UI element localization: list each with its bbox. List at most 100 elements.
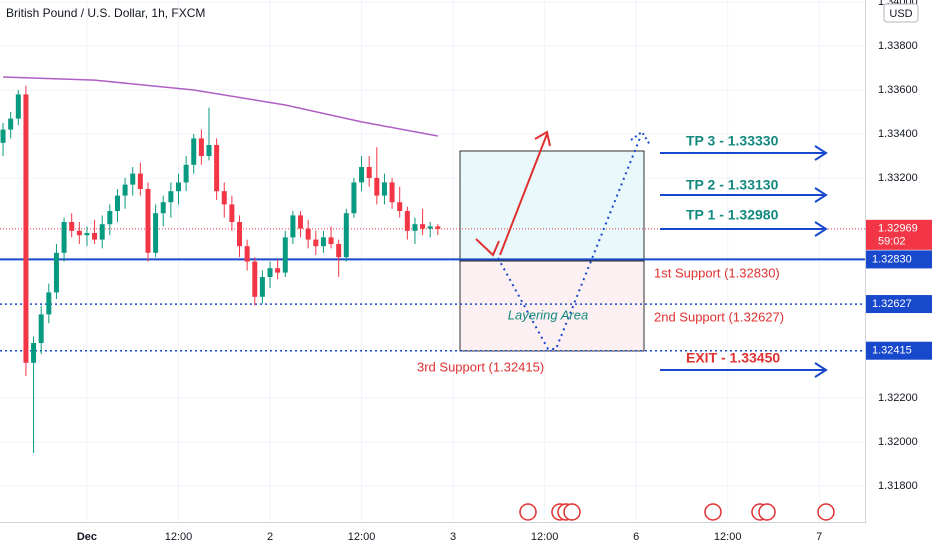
candle-body — [206, 145, 212, 157]
candle-body — [84, 233, 90, 236]
candle-body — [191, 138, 197, 165]
candle-body — [298, 215, 304, 229]
y-tick-label: 1.33800 — [878, 40, 918, 52]
candle-body — [313, 239, 319, 247]
candle-body — [412, 224, 418, 231]
y-tick-label: 1.33200 — [878, 172, 918, 184]
y-tick-label: 1.31800 — [878, 480, 918, 492]
candle-body — [145, 189, 151, 253]
layering-label: Layering Area — [508, 307, 588, 322]
layering-zone — [459, 260, 645, 352]
tp3-label: TP 3 - 1.33330 — [686, 133, 779, 149]
tp1-label: TP 1 - 1.32980 — [686, 207, 779, 223]
x-tick-label: 12:00 — [531, 531, 559, 543]
candle-body — [122, 184, 128, 196]
candle-body — [351, 182, 357, 214]
red-arrow-up — [499, 133, 548, 256]
currency-badge[interactable] — [883, 3, 919, 23]
candle-body — [420, 224, 426, 229]
candle-body — [290, 215, 296, 238]
arrowhead — [814, 145, 828, 161]
candle-body — [343, 213, 349, 258]
flag-icon — [758, 503, 776, 521]
candle-body — [198, 138, 204, 157]
candle-body — [435, 226, 441, 229]
candle-body — [92, 233, 98, 240]
candle-body — [259, 277, 265, 297]
candle-body — [221, 191, 227, 205]
y-tick-label: 1.32000 — [878, 436, 918, 448]
candle-body — [320, 237, 326, 247]
candle-body — [336, 244, 342, 258]
axes: 1.340001.338001.336001.334001.332001.322… — [77, 0, 932, 543]
support-1-label: 1st Support (1.32830) — [654, 265, 780, 280]
exit-label: EXIT - 1.33450 — [686, 350, 780, 366]
candle-body — [69, 222, 75, 231]
flag-icon — [817, 503, 835, 521]
candle-body — [107, 211, 113, 225]
y-tick-label: 1.32200 — [878, 392, 918, 404]
support-3-label: 3rd Support (1.32415) — [417, 359, 544, 374]
scenario-arrows — [475, 130, 828, 378]
candle-body — [23, 94, 29, 363]
candle-body — [305, 228, 311, 240]
candle-body — [267, 268, 273, 278]
candle-body — [237, 222, 243, 247]
x-tick-label: 12:00 — [714, 531, 742, 543]
candle-body — [99, 224, 105, 240]
candle-body — [381, 182, 387, 196]
x-tick-label: Dec — [77, 531, 97, 543]
candle-body — [160, 202, 166, 214]
candle-body — [244, 246, 250, 262]
x-tick-label: 2 — [267, 531, 273, 543]
x-tick-label: 12:00 — [348, 531, 376, 543]
level-badge-label: 1.32415 — [872, 345, 912, 357]
candles — [0, 76, 441, 454]
level-badge — [866, 295, 932, 314]
candle-body — [137, 173, 143, 190]
red-arrowhead — [534, 130, 551, 147]
candle-body — [46, 292, 52, 315]
candle-body — [38, 314, 44, 344]
candle-body — [130, 173, 136, 185]
candle-body — [282, 237, 288, 273]
candle-body — [8, 118, 14, 130]
x-tick-label: 3 — [450, 531, 456, 543]
candle-body — [168, 191, 174, 203]
red-arrow-down — [475, 238, 500, 257]
candle-body — [153, 213, 159, 253]
chart-title: British Pound / U.S. Dollar, 1h, FXCM — [6, 6, 205, 20]
candle-body — [229, 204, 235, 223]
candle-body — [252, 261, 258, 297]
candle-body — [0, 129, 6, 143]
level-badge — [866, 341, 932, 360]
candle-body — [183, 164, 189, 183]
candle-body — [427, 226, 433, 229]
candle-body — [31, 343, 37, 363]
candle-body — [76, 230, 82, 236]
tp2-label: TP 2 - 1.33130 — [686, 177, 779, 193]
candle-body — [404, 211, 410, 231]
countdown: 59:02 — [878, 236, 906, 248]
currency: USD — [889, 8, 912, 20]
x-tick-label: 7 — [816, 531, 822, 543]
arrowhead — [814, 362, 828, 378]
time-axis — [0, 523, 866, 550]
candle-body — [275, 268, 281, 273]
arrowhead — [814, 187, 828, 203]
flag-icon — [519, 503, 537, 521]
flag-icon — [563, 503, 581, 521]
level-badge-label: 1.32627 — [872, 298, 912, 310]
current-price-badge — [866, 219, 932, 250]
target-zone — [459, 150, 645, 262]
candle-body — [114, 195, 120, 212]
candle-body — [328, 237, 334, 245]
candle-body — [214, 145, 220, 192]
current-price-label: 1.32969 — [878, 223, 918, 235]
candle-body — [389, 182, 395, 203]
arrowhead — [814, 221, 828, 237]
candle-body — [15, 94, 21, 119]
event-flags — [519, 503, 835, 521]
moving-average — [3, 76, 438, 137]
